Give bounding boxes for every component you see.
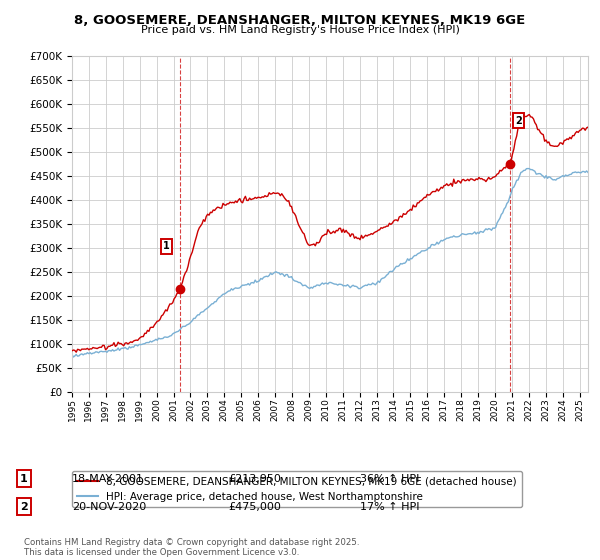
Text: 1: 1	[163, 241, 170, 251]
Text: Price paid vs. HM Land Registry's House Price Index (HPI): Price paid vs. HM Land Registry's House …	[140, 25, 460, 35]
Text: £475,000: £475,000	[228, 502, 281, 512]
Text: £213,950: £213,950	[228, 474, 281, 484]
Text: 8, GOOSEMERE, DEANSHANGER, MILTON KEYNES, MK19 6GE: 8, GOOSEMERE, DEANSHANGER, MILTON KEYNES…	[74, 14, 526, 27]
Legend: 8, GOOSEMERE, DEANSHANGER, MILTON KEYNES, MK19 6GE (detached house), HPI: Averag: 8, GOOSEMERE, DEANSHANGER, MILTON KEYNES…	[72, 471, 522, 507]
Text: 18-MAY-2001: 18-MAY-2001	[72, 474, 144, 484]
Text: Contains HM Land Registry data © Crown copyright and database right 2025.
This d: Contains HM Land Registry data © Crown c…	[24, 538, 359, 557]
Text: 17% ↑ HPI: 17% ↑ HPI	[360, 502, 419, 512]
Text: 36% ↑ HPI: 36% ↑ HPI	[360, 474, 419, 484]
Text: 1: 1	[20, 474, 28, 484]
Text: 2: 2	[20, 502, 28, 512]
Text: 20-NOV-2020: 20-NOV-2020	[72, 502, 146, 512]
Text: 2: 2	[515, 116, 522, 126]
